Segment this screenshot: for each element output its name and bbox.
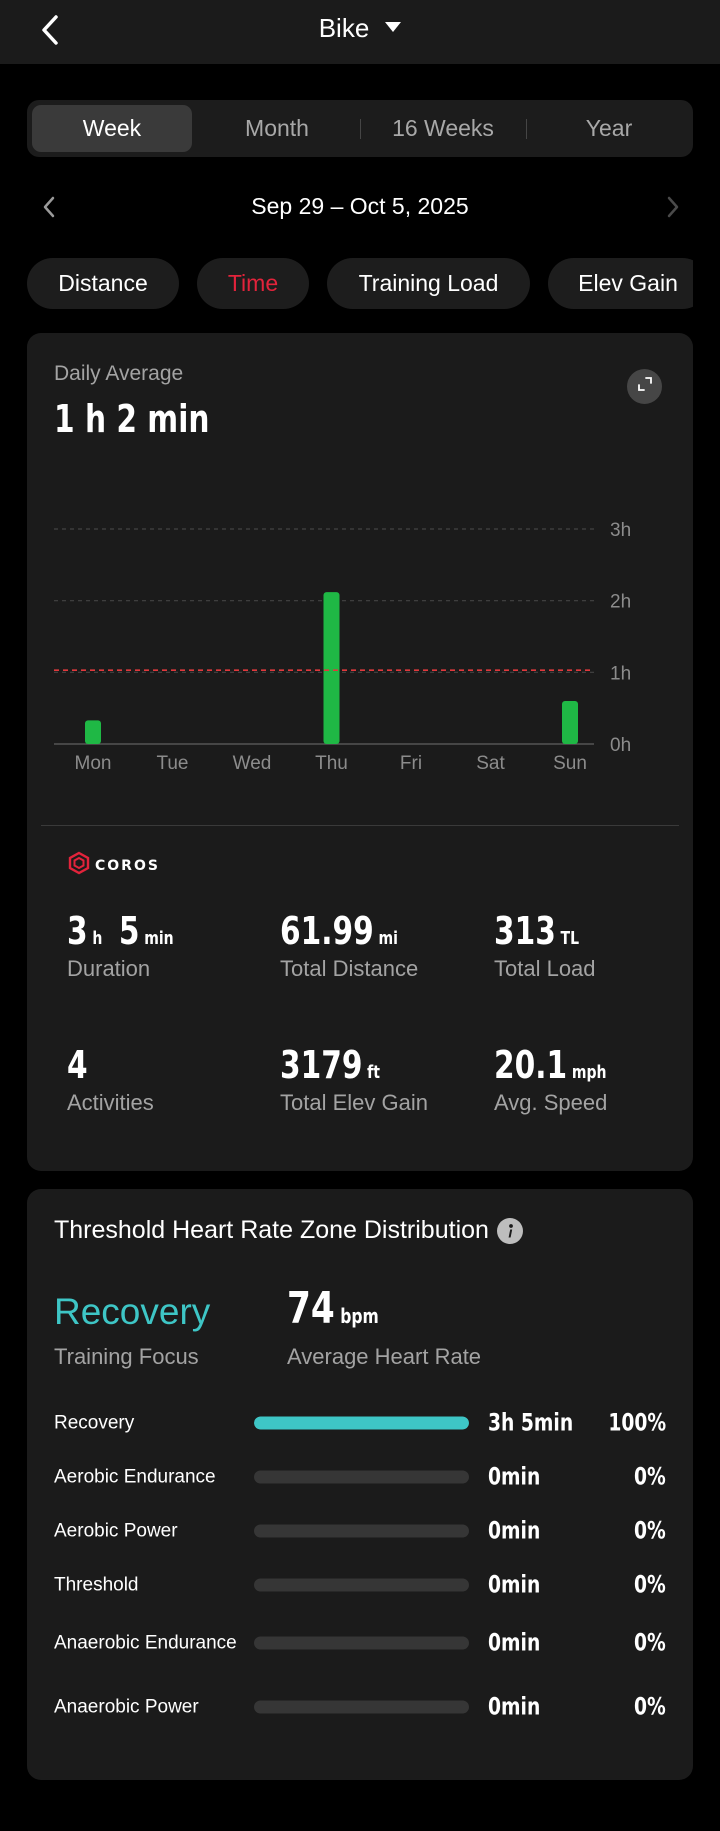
x-tick-label: Wed [233,753,272,774]
zone-progress-bar [254,1524,469,1538]
hr-zone-title: Threshold Heart Rate Zone Distribution [54,1216,523,1245]
training-focus-value: Recovery [54,1291,211,1332]
tab-16-weeks[interactable]: 16 Weeks [392,115,494,141]
chevron-right-icon [667,196,679,223]
stat-total-distance: 61.99 mi Total Distance [280,909,419,981]
tab-year[interactable]: Year [585,115,633,141]
x-tick-label: Tue [156,753,188,774]
daily-average-label: Daily Average [54,362,184,385]
daily-average-value: 1 h 2 min [54,397,210,441]
chip-distance[interactable]: Distance [27,258,179,309]
tab-divider [360,119,361,139]
expand-chart-button[interactable] [627,369,662,404]
summary-card: Daily Average 1 h 2 min 0h 1h 2h 3h Mon Tue We… [27,333,693,1171]
avg-heart-rate-value: 74 bpm [287,1283,379,1334]
zone-time: 0min [488,1692,541,1721]
chevron-down-icon [385,19,402,37]
y-tick-label: 1h [610,663,631,684]
period-tabs: Week Month 16 Weeks Year [27,100,693,157]
zone-progress-bar [254,1636,469,1650]
stat-total-elev-gain: 3179 ft Total Elev Gain [280,1043,428,1115]
zone-name: Anaerobic Endurance [54,1632,237,1654]
zone-progress-bar [254,1416,469,1430]
zone-name: Anaerobic Power [54,1696,199,1718]
zone-time: 0min [488,1570,541,1599]
back-button[interactable] [28,10,72,54]
y-tick-label: 2h [610,592,631,613]
avg-heart-rate-label: Average Heart Rate [287,1344,482,1369]
zone-row: Anaerobic Endurance 0min 0% [54,1619,666,1667]
tab-week[interactable]: Week [32,105,192,152]
zone-percent: 0% [634,1516,666,1545]
date-navigator: Sep 29 – Oct 5, 2025 [27,185,693,231]
x-tick-label: Thu [315,753,348,774]
zone-time: 0min [488,1516,541,1545]
chip-elev-gain[interactable]: Elev Gain [548,258,693,309]
zone-row: Aerobic Power 0min 0% [54,1507,666,1555]
chevron-left-icon [43,196,55,223]
info-icon[interactable] [496,1217,523,1244]
zone-row: Anaerobic Power 0min 0% [54,1683,666,1731]
zone-name: Recovery [54,1412,135,1434]
chip-time[interactable]: Time [197,258,309,309]
stat-total-load: 313 TL Total Load [494,909,596,981]
time-bar-chart: 0h 1h 2h 3h Mon Tue Wed Thu Fri Sat Sun [54,493,674,778]
zone-name: Aerobic Endurance [54,1466,216,1488]
zone-progress-fill [254,1416,469,1430]
zone-row: Threshold 0min 0% [54,1561,666,1609]
metric-selector: Distance Time Training Load Elev Gain [27,258,693,309]
chevron-left-icon [41,14,59,50]
stat-avg-speed: 20.1 mph Avg. Speed [494,1043,608,1115]
zone-progress-bar [254,1700,469,1714]
page-title: Bike [318,12,370,43]
bar-thu [323,592,340,744]
bar-mon [85,720,101,744]
expand-icon [636,375,654,398]
zone-progress-bar [254,1578,469,1592]
zone-percent: 0% [634,1462,666,1491]
bar-sun [562,701,578,744]
y-tick-label: 0h [610,735,631,756]
hr-zone-card: Threshold Heart Rate Zone Distribution R… [27,1189,693,1780]
zone-name: Threshold [54,1574,139,1596]
zone-percent: 0% [634,1628,666,1657]
training-focus-label: Training Focus [54,1344,199,1369]
y-tick-label: 3h [610,520,631,541]
zone-row: Aerobic Endurance 0min 0% [54,1453,666,1501]
zone-row: Recovery 3h 5min 100% [54,1399,666,1447]
previous-period-button[interactable] [29,189,69,229]
chip-training-load[interactable]: Training Load [327,258,530,309]
zone-percent: 0% [634,1570,666,1599]
coros-logo: COROS [67,851,160,880]
logo-text: COROS [95,857,160,874]
zone-percent: 0% [634,1692,666,1721]
zone-time: 0min [488,1462,541,1491]
date-range-label: Sep 29 – Oct 5, 2025 [251,193,469,219]
x-tick-label: Sat [476,753,505,774]
x-tick-label: Sun [553,753,587,774]
coros-hexagon-icon [67,851,91,880]
divider [41,825,679,826]
chart-svg: 0h 1h 2h 3h Mon Tue Wed Thu Fri Sat Sun [54,520,631,774]
x-tick-label: Fri [400,753,422,774]
zone-time: 3h 5min [488,1408,574,1437]
zone-name: Aerobic Power [54,1520,178,1542]
zone-time: 0min [488,1628,541,1657]
x-tick-label: Mon [75,753,112,774]
tab-divider [526,119,527,139]
tab-month[interactable]: Month [245,115,309,141]
sport-selector[interactable]: Bike [0,0,720,56]
zone-progress-bar [254,1470,469,1484]
stat-activities: 4 Activities [67,1043,154,1115]
zone-percent: 100% [608,1408,666,1437]
top-bar: Bike [0,0,720,64]
next-period-button[interactable] [653,189,693,229]
